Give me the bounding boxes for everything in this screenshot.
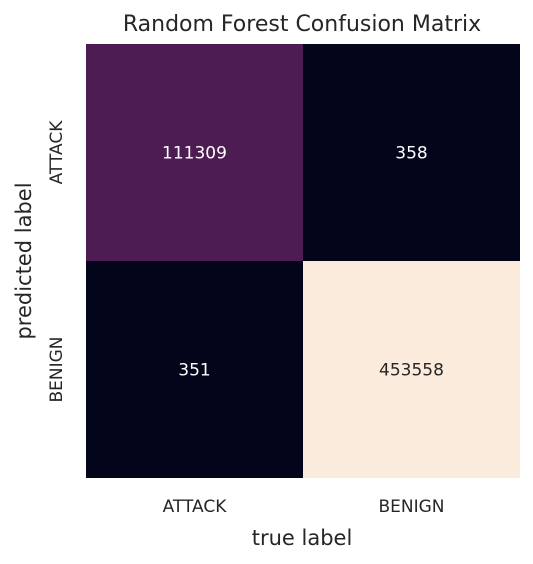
heatmap-cell-benign-attack	[86, 261, 303, 478]
heatmap-cell-attack-benign	[303, 44, 520, 261]
y-tick-label: BENIGN	[47, 336, 67, 402]
x-tick-labels: ATTACK BENIGN	[163, 497, 445, 517]
x-tick-label: ATTACK	[163, 497, 228, 517]
heatmap-cells: 111309 358 351 453558	[86, 44, 520, 478]
cell-value-label: 111309	[162, 144, 227, 164]
y-tick-labels: ATTACK BENIGN	[47, 120, 67, 403]
y-tick-label: ATTACK	[47, 120, 67, 185]
heatmap-cell-attack-attack	[86, 44, 303, 261]
cell-value-label: 453558	[379, 361, 444, 381]
heatmap-cell-benign-benign	[303, 261, 520, 478]
x-tick-label: BENIGN	[378, 497, 444, 517]
cell-value-label: 351	[178, 361, 210, 381]
chart-title: Random Forest Confusion Matrix	[123, 12, 481, 37]
cell-value-label: 358	[395, 144, 427, 164]
x-axis-label: true label	[252, 526, 353, 550]
y-axis-label: predicted label	[12, 182, 36, 339]
